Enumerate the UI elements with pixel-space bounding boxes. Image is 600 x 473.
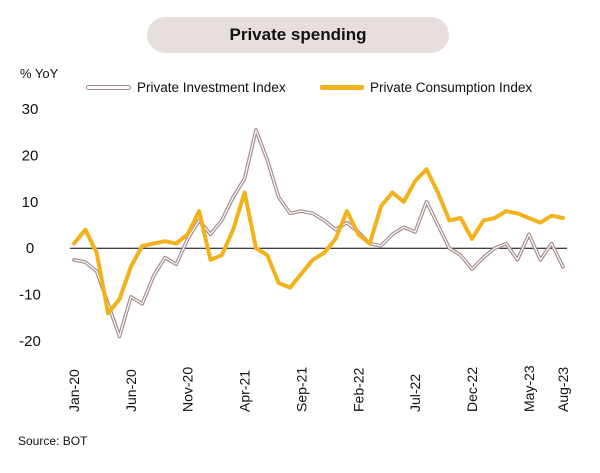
y-tick-label: 20: [22, 147, 39, 164]
x-tick-label: Sep-21: [293, 367, 309, 412]
series-line-consumption: [72, 167, 565, 316]
x-tick-label: May-23: [521, 365, 537, 412]
source-note: Source: BOT: [18, 434, 88, 448]
chart-title: Private spending: [229, 25, 367, 44]
x-tick-label: Apr-21: [237, 370, 253, 412]
x-tick-label: Jan-20: [66, 369, 82, 412]
y-tick-label: 30: [22, 101, 39, 118]
legend-item-consumption: Private Consumption Index: [320, 80, 532, 95]
legend-label-consumption: Private Consumption Index: [370, 80, 533, 95]
legend-item-investment: Private Investment Index: [86, 80, 286, 95]
y-tick-label: 0: [26, 240, 34, 257]
x-tick-label: Feb-22: [350, 367, 366, 412]
y-tick-label: -20: [19, 333, 41, 350]
chart-title-pill: Private spending: [147, 17, 449, 53]
x-tick-label: Dec-22: [464, 367, 480, 412]
x-tick-label: Nov-20: [180, 367, 196, 412]
series-line-investment-outer: [72, 128, 565, 339]
x-tick-label: Jul-22: [407, 374, 423, 412]
series-line-investment-inner: [73, 129, 564, 337]
legend-label-investment: Private Investment Index: [137, 80, 286, 95]
y-tick-label: 10: [22, 194, 39, 211]
legend-swatch-investment: [86, 85, 131, 90]
x-tick-label: Aug-23: [555, 367, 571, 412]
y-tick-label: -10: [19, 287, 41, 304]
y-axis-label: % YoY: [20, 66, 59, 81]
legend-swatch-consumption: [320, 85, 364, 90]
x-tick-label: Jun-20: [123, 369, 139, 412]
